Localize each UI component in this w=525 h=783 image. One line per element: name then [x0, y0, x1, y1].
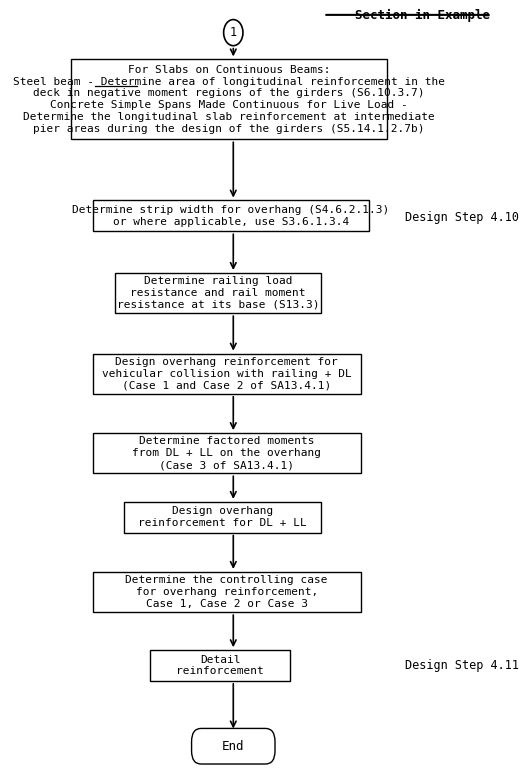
FancyBboxPatch shape: [150, 650, 290, 681]
Text: (Case 3 of SA13.4.1): (Case 3 of SA13.4.1): [159, 460, 294, 470]
Text: resistance at its base (S13.3): resistance at its base (S13.3): [117, 300, 319, 310]
Text: 1: 1: [230, 26, 237, 39]
FancyBboxPatch shape: [71, 60, 387, 139]
Text: Concrete Simple Spans Made Continuous for Live Load -: Concrete Simple Spans Made Continuous fo…: [50, 100, 408, 110]
Text: pier areas during the design of the girders (S5.14.1.2.7b): pier areas during the design of the gird…: [33, 124, 425, 134]
Text: Case 1, Case 2 or Case 3: Case 1, Case 2 or Case 3: [146, 599, 308, 609]
Text: End: End: [222, 740, 245, 752]
Text: Design Step 4.10: Design Step 4.10: [405, 211, 519, 224]
Text: (Case 1 and Case 2 of SA13.4.1): (Case 1 and Case 2 of SA13.4.1): [122, 381, 331, 391]
Text: resistance and rail moment: resistance and rail moment: [130, 288, 306, 298]
FancyBboxPatch shape: [93, 200, 370, 231]
Text: vehicular collision with railing + DL: vehicular collision with railing + DL: [102, 369, 352, 379]
Text: deck in negative moment regions of the girders (S6.10.3.7): deck in negative moment regions of the g…: [33, 88, 425, 99]
Text: reinforcement for DL + LL: reinforcement for DL + LL: [138, 518, 307, 529]
Text: reinforcement: reinforcement: [176, 666, 264, 677]
Text: Determine factored moments: Determine factored moments: [139, 436, 314, 446]
Text: Determine strip width for overhang (S4.6.2.1.3): Determine strip width for overhang (S4.6…: [72, 205, 390, 215]
FancyBboxPatch shape: [93, 354, 361, 394]
Text: Design Step 4.11: Design Step 4.11: [405, 659, 519, 672]
Text: Determine the longitudinal slab reinforcement at intermediate: Determine the longitudinal slab reinforc…: [23, 112, 435, 122]
Text: Steel beam - Determine area of longitudinal reinforcement in the: Steel beam - Determine area of longitudi…: [13, 77, 445, 87]
Text: Section in Example: Section in Example: [355, 9, 490, 23]
Text: Design overhang: Design overhang: [172, 507, 273, 516]
FancyBboxPatch shape: [115, 272, 321, 313]
Text: Determine railing load: Determine railing load: [144, 276, 292, 286]
FancyBboxPatch shape: [93, 433, 361, 474]
FancyBboxPatch shape: [192, 728, 275, 764]
Text: or where applicable, use S3.6.1.3.4: or where applicable, use S3.6.1.3.4: [113, 217, 349, 227]
Text: Design overhang reinforcement for: Design overhang reinforcement for: [116, 357, 338, 367]
FancyBboxPatch shape: [123, 502, 321, 532]
Text: For Slabs on Continuous Beams:: For Slabs on Continuous Beams:: [128, 65, 330, 74]
Text: from DL + LL on the overhang: from DL + LL on the overhang: [132, 448, 321, 458]
FancyBboxPatch shape: [93, 572, 361, 612]
Text: Determine the controlling case: Determine the controlling case: [125, 576, 328, 585]
Text: for overhang reinforcement,: for overhang reinforcement,: [135, 587, 318, 597]
Text: Detail: Detail: [200, 655, 240, 665]
